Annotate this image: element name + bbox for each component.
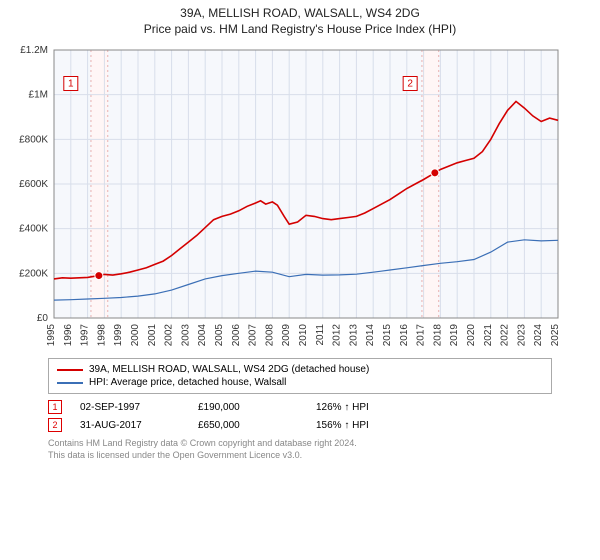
svg-text:£1.2M: £1.2M [20,45,48,56]
svg-text:2000: 2000 [130,324,141,347]
legend-label: HPI: Average price, detached house, Wals… [89,377,286,388]
svg-text:2018: 2018 [432,324,443,347]
legend-color-swatch [57,382,83,384]
svg-text:2025: 2025 [550,324,561,347]
svg-text:2014: 2014 [365,324,376,347]
event-row: 2 31-AUG-2017 £650,000 156% ↑ HPI [48,416,552,434]
svg-text:2004: 2004 [197,324,208,347]
footer-line-2: This data is licensed under the Open Gov… [48,450,552,462]
chart-title-line1: 39A, MELLISH ROAD, WALSALL, WS4 2DG [8,6,592,20]
legend-row: HPI: Average price, detached house, Wals… [57,376,543,389]
svg-text:1999: 1999 [113,324,124,347]
events-table: 1 02-SEP-1997 £190,000 126% ↑ HPI 2 31-AUG-20… [48,398,552,434]
svg-text:2019: 2019 [449,324,460,347]
price-chart: £0 £200K £400K £600K £800K £1M £1.2M 1995 1996 19… [8,42,568,352]
svg-text:2010: 2010 [298,324,309,347]
svg-text:2006: 2006 [231,324,242,347]
svg-text:2021: 2021 [483,324,494,347]
svg-text:1: 1 [68,79,74,90]
legend-color-swatch [57,369,83,371]
svg-text:2016: 2016 [399,324,410,347]
svg-text:2005: 2005 [214,324,225,347]
svg-text:£600K: £600K [19,179,48,190]
legend-row: 39A, MELLISH ROAD, WALSALL, WS4 2DG (det… [57,363,543,376]
svg-text:2020: 2020 [466,324,477,347]
svg-text:2: 2 [407,79,413,90]
event-marker: 1 [48,400,62,414]
svg-text:2009: 2009 [281,324,292,347]
legend-label: 39A, MELLISH ROAD, WALSALL, WS4 2DG (det… [89,364,369,375]
event-date: 02-SEP-1997 [80,402,180,413]
svg-text:1997: 1997 [80,324,91,347]
svg-text:2017: 2017 [416,324,427,347]
svg-text:2012: 2012 [332,324,343,347]
svg-text:2011: 2011 [315,324,326,346]
chart-title-line2: Price paid vs. HM Land Registry's House … [8,22,592,36]
svg-text:2008: 2008 [264,324,275,347]
svg-text:£400K: £400K [19,224,48,235]
svg-text:2013: 2013 [348,324,359,347]
svg-text:£800K: £800K [19,134,48,145]
svg-text:1996: 1996 [63,324,74,347]
svg-text:£1M: £1M [29,90,48,101]
attribution-footer: Contains HM Land Registry data © Crown c… [48,438,552,461]
chart-container: £0 £200K £400K £600K £800K £1M £1.2M 1995 1996 19… [8,42,592,352]
footer-line-1: Contains HM Land Registry data © Crown c… [48,438,552,450]
svg-text:2024: 2024 [533,324,544,347]
svg-text:2002: 2002 [164,324,175,347]
event-pct: 126% ↑ HPI [316,402,416,413]
svg-text:2022: 2022 [500,324,511,347]
event-date: 31-AUG-2017 [80,420,180,431]
svg-text:2001: 2001 [147,324,158,347]
svg-text:2023: 2023 [516,324,527,347]
event-pct: 156% ↑ HPI [316,420,416,431]
svg-text:2015: 2015 [382,324,393,347]
svg-text:1998: 1998 [96,324,107,347]
svg-text:£200K: £200K [19,268,48,279]
event-row: 1 02-SEP-1997 £190,000 126% ↑ HPI [48,398,552,416]
event-marker: 2 [48,418,62,432]
legend: 39A, MELLISH ROAD, WALSALL, WS4 2DG (det… [48,358,552,394]
svg-text:1995: 1995 [46,324,57,347]
svg-text:2007: 2007 [248,324,259,347]
svg-text:2003: 2003 [180,324,191,347]
event-price: £190,000 [198,402,298,413]
event-price: £650,000 [198,420,298,431]
svg-text:£0: £0 [37,313,49,324]
